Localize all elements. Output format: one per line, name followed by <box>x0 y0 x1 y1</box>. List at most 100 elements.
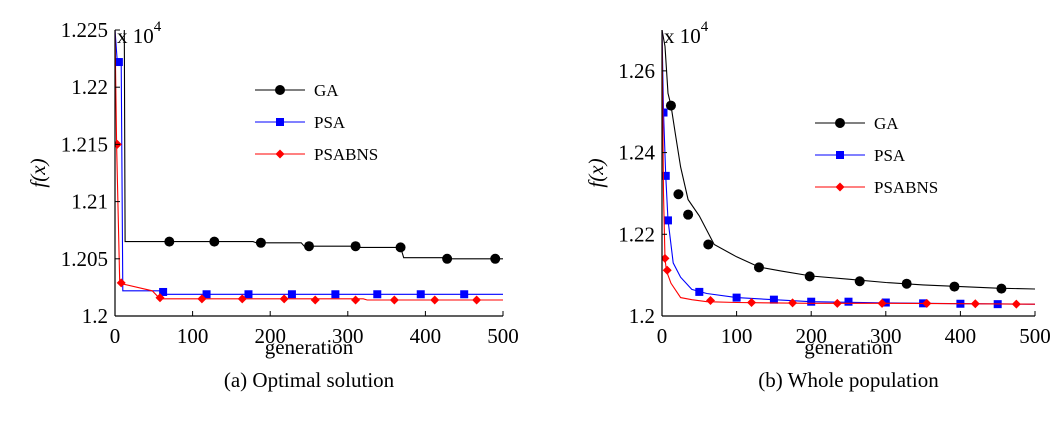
y-tick-label: 1.215 <box>61 132 108 156</box>
data-point-ga <box>949 281 960 292</box>
data-point-psa <box>662 171 670 180</box>
data-point-psa <box>331 290 340 299</box>
legend-marker-ga <box>835 118 845 128</box>
data-point-psabns <box>155 293 165 303</box>
y-tick-label: 1.225 <box>61 18 108 42</box>
x-tick-label: 100 <box>177 324 209 348</box>
x-tick-label: 400 <box>410 324 442 348</box>
legend-marker-psabns <box>835 182 845 192</box>
axis-multiplier: x 104 <box>664 19 709 48</box>
data-point-psa <box>732 293 741 302</box>
legend-marker-psa <box>276 118 284 126</box>
data-point-ga <box>673 189 684 200</box>
legend-marker-psabns <box>275 149 285 159</box>
data-point-ga <box>350 241 361 252</box>
data-point-psa <box>202 290 211 299</box>
data-point-psa <box>844 297 853 306</box>
x-tick-label: 500 <box>487 324 519 348</box>
data-point-psabns <box>662 253 670 263</box>
x-axis-label: generation <box>804 335 893 359</box>
data-point-psabns <box>237 294 247 304</box>
legend-label-psabns: PSABNS <box>314 145 378 164</box>
y-tick-label: 1.205 <box>61 247 108 271</box>
data-point-ga <box>753 262 764 273</box>
y-tick-label: 1.22 <box>618 222 655 246</box>
y-tick-label: 1.26 <box>618 59 655 83</box>
data-point-ga <box>395 242 406 253</box>
plot-area <box>662 30 1035 309</box>
data-point-ga <box>854 276 865 287</box>
legend-label-ga: GA <box>314 81 339 100</box>
data-point-ga <box>804 271 815 282</box>
data-point-psabns <box>662 265 672 275</box>
data-point-ga <box>209 236 220 247</box>
data-point-psabns <box>747 298 757 308</box>
series-line-psabns <box>662 30 1035 305</box>
data-point-ga <box>703 239 714 250</box>
data-point-psabns <box>922 298 932 308</box>
data-point-ga <box>996 283 1007 294</box>
data-point-ga <box>255 237 266 248</box>
data-point-psabns <box>877 298 887 308</box>
data-point-psa <box>881 298 890 307</box>
data-point-psabns <box>351 295 361 305</box>
y-tick-label: 1.2 <box>82 304 108 328</box>
data-point-psabns <box>788 298 798 308</box>
legend-marker-ga <box>275 85 285 95</box>
x-tick-label: 400 <box>945 324 977 348</box>
data-point-psa <box>695 287 704 296</box>
chart-panel-1: 0 100 200 300 400 500 1.2 1.205 1.21 1.215 1.22 1.2… <box>26 18 519 392</box>
data-point-psa <box>807 297 816 306</box>
series-line-psabns <box>115 30 503 301</box>
data-point-ga <box>665 100 676 111</box>
data-point-psabns <box>1011 299 1021 309</box>
data-point-psa <box>460 290 469 299</box>
data-point-psabns <box>472 295 482 305</box>
data-point-psa <box>244 290 253 299</box>
y-tick-label: 1.21 <box>71 190 108 214</box>
series-line-ga <box>662 30 1035 290</box>
data-point-psa <box>663 216 672 225</box>
data-point-psa <box>287 290 296 299</box>
data-point-psabns <box>389 295 399 305</box>
series-line-psa <box>662 30 1035 305</box>
data-point-ga <box>490 253 501 264</box>
data-point-psabns <box>197 294 207 304</box>
data-point-psa <box>769 295 778 304</box>
axis-multiplier: x 104 <box>117 19 162 48</box>
x-tick-label: 300 <box>332 324 364 348</box>
plot-area <box>115 30 503 305</box>
data-point-psa <box>662 108 668 117</box>
data-point-psa <box>416 290 425 299</box>
x-tick-label: 300 <box>870 324 902 348</box>
legend: GA PSA PSABNS <box>255 81 378 164</box>
x-tick-label: 200 <box>254 324 286 348</box>
data-point-psabns <box>705 295 715 305</box>
y-tick-label: 1.24 <box>618 141 655 165</box>
x-tick-label: 200 <box>795 324 827 348</box>
x-axis-label: generation <box>265 335 354 359</box>
legend-label-psa: PSA <box>314 113 346 132</box>
legend-marker-psa <box>836 151 844 159</box>
data-point-psabns <box>310 295 320 305</box>
data-point-ga <box>304 241 314 252</box>
legend-label-psa: PSA <box>874 146 906 165</box>
legend-label-psabns: PSABNS <box>874 178 938 197</box>
chart-panel-2: 0 100 200 300 400 500 1.2 1.22 1.24 1.26 x 104 gene… <box>584 19 1051 392</box>
data-point-ga <box>442 253 453 264</box>
data-point-psabns <box>116 278 126 288</box>
data-point-psabns <box>832 298 842 308</box>
chart-caption: (b) Whole population <box>758 368 939 392</box>
y-tick-label: 1.2 <box>629 304 655 328</box>
y-tick-label: 1.22 <box>71 75 108 99</box>
data-point-psabns <box>279 294 289 304</box>
data-point-psabns <box>430 295 440 305</box>
y-axis-label: f(x) <box>584 158 608 187</box>
data-point-ga <box>901 278 912 289</box>
x-tick-label: 0 <box>110 324 121 348</box>
data-point-psa <box>373 290 382 299</box>
data-point-ga <box>683 209 694 220</box>
x-tick-label: 0 <box>657 324 668 348</box>
y-axis-label: f(x) <box>26 158 50 187</box>
